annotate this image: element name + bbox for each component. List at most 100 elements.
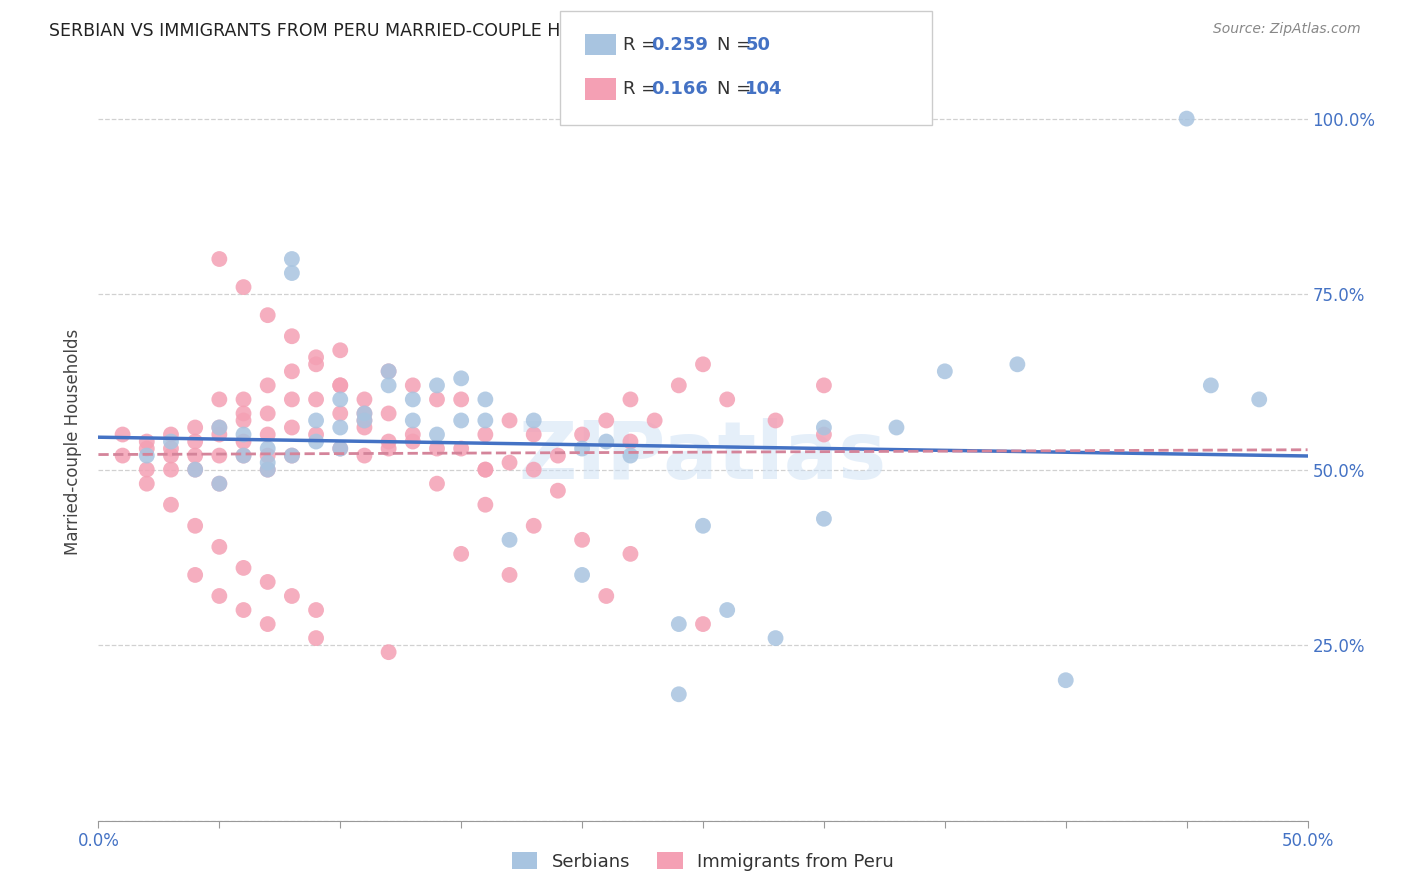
Text: 0.166: 0.166 [651, 80, 707, 98]
Point [450, 442, 472, 456]
Point [305, 603, 328, 617]
Point [619, 434, 641, 449]
Point [1199, 378, 1222, 392]
Y-axis label: Married-couple Households: Married-couple Households [65, 328, 83, 555]
Point [208, 252, 231, 266]
Point [377, 645, 399, 659]
Point [474, 413, 496, 427]
Point [474, 392, 496, 407]
Point [160, 498, 183, 512]
Point [716, 392, 738, 407]
Point [619, 449, 641, 463]
Point [523, 413, 546, 427]
Text: SERBIAN VS IMMIGRANTS FROM PERU MARRIED-COUPLE HOUSEHOLDS CORRELATION CHART: SERBIAN VS IMMIGRANTS FROM PERU MARRIED-… [49, 22, 863, 40]
Point [329, 442, 352, 456]
Point [208, 420, 231, 434]
Point [256, 462, 278, 476]
Point [208, 540, 231, 554]
Point [281, 589, 304, 603]
Point [232, 434, 254, 449]
Point [184, 434, 207, 449]
Point [353, 413, 375, 427]
Point [232, 561, 254, 575]
Point [571, 442, 593, 456]
Legend: Serbians, Immigrants from Peru: Serbians, Immigrants from Peru [503, 843, 903, 880]
Point [232, 603, 254, 617]
Point [256, 462, 278, 476]
Point [716, 603, 738, 617]
Point [232, 413, 254, 427]
Point [232, 449, 254, 463]
Point [353, 413, 375, 427]
Point [353, 449, 375, 463]
Point [305, 631, 328, 645]
Point [329, 343, 352, 358]
Point [135, 449, 157, 463]
Point [281, 266, 304, 280]
Point [329, 407, 352, 421]
Point [426, 392, 449, 407]
Text: 104: 104 [745, 80, 783, 98]
Point [450, 371, 472, 385]
Point [160, 462, 183, 476]
Text: R =: R = [623, 80, 662, 98]
Point [160, 434, 183, 449]
Point [886, 420, 908, 434]
Point [1007, 357, 1029, 371]
Point [305, 351, 328, 365]
Point [353, 392, 375, 407]
Point [353, 407, 375, 421]
Point [668, 378, 690, 392]
Text: N =: N = [717, 36, 756, 54]
Point [426, 378, 449, 392]
Point [184, 462, 207, 476]
Point [377, 364, 399, 378]
Point [208, 427, 231, 442]
Point [595, 413, 617, 427]
Point [256, 427, 278, 442]
Point [256, 308, 278, 322]
Point [813, 420, 835, 434]
Point [474, 462, 496, 476]
Point [305, 427, 328, 442]
Point [450, 392, 472, 407]
Point [377, 442, 399, 456]
Point [232, 427, 254, 442]
Point [208, 420, 231, 434]
Point [450, 547, 472, 561]
Point [208, 392, 231, 407]
Text: 0.259: 0.259 [651, 36, 707, 54]
Point [281, 449, 304, 463]
Point [135, 476, 157, 491]
Point [1249, 392, 1271, 407]
Point [377, 434, 399, 449]
Point [813, 427, 835, 442]
Point [305, 434, 328, 449]
Point [547, 449, 569, 463]
Point [498, 413, 520, 427]
Point [571, 427, 593, 442]
Point [329, 392, 352, 407]
Point [184, 420, 207, 434]
Point [595, 434, 617, 449]
Point [402, 392, 425, 407]
Point [135, 462, 157, 476]
Point [281, 392, 304, 407]
Point [232, 407, 254, 421]
Point [208, 589, 231, 603]
Point [450, 413, 472, 427]
Point [595, 589, 617, 603]
Point [692, 518, 714, 533]
Point [765, 631, 787, 645]
Point [208, 449, 231, 463]
Point [111, 427, 134, 442]
Point [256, 456, 278, 470]
Point [160, 442, 183, 456]
Point [692, 617, 714, 632]
Point [426, 442, 449, 456]
Point [135, 434, 157, 449]
Point [668, 687, 690, 701]
Point [498, 456, 520, 470]
Point [571, 568, 593, 582]
Point [256, 449, 278, 463]
